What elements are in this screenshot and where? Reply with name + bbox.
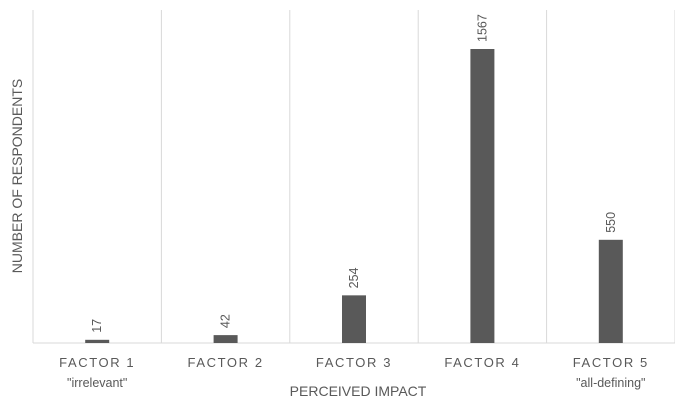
x-tick-label: FACTOR 4 xyxy=(444,355,520,370)
x-sublabel: "irrelevant" xyxy=(67,376,127,390)
bar xyxy=(470,49,495,343)
x-axis-title: PERCEIVED IMPACT xyxy=(290,383,427,399)
x-sublabel: "all-defining" xyxy=(576,376,645,390)
x-tick-labels-group: FACTOR 1 FACTOR 2 FACTOR 3 FACTOR 4 FACTOR 5 xyxy=(59,355,649,370)
x-sublabels-group: "irrelevant" "all-defining" xyxy=(67,376,645,390)
data-label: 42 xyxy=(219,314,233,328)
bar xyxy=(342,295,366,343)
data-label: 17 xyxy=(90,319,104,333)
bar xyxy=(598,239,623,343)
data-label: 1567 xyxy=(475,14,489,42)
x-tick-label: FACTOR 1 xyxy=(59,355,135,370)
bar xyxy=(85,339,110,343)
bars-group xyxy=(85,49,623,343)
data-label: 254 xyxy=(347,267,361,288)
data-label: 550 xyxy=(604,212,618,233)
data-labels-group: 17 42 254 1567 550 xyxy=(90,14,618,333)
x-tick-label: FACTOR 2 xyxy=(188,355,264,370)
category-separators xyxy=(32,10,675,343)
x-tick-label: FACTOR 3 xyxy=(316,355,392,370)
x-tick-label: FACTOR 5 xyxy=(573,355,649,370)
bar xyxy=(213,335,238,343)
y-axis-title: NUMBER OF RESPONDENTS xyxy=(9,79,25,273)
